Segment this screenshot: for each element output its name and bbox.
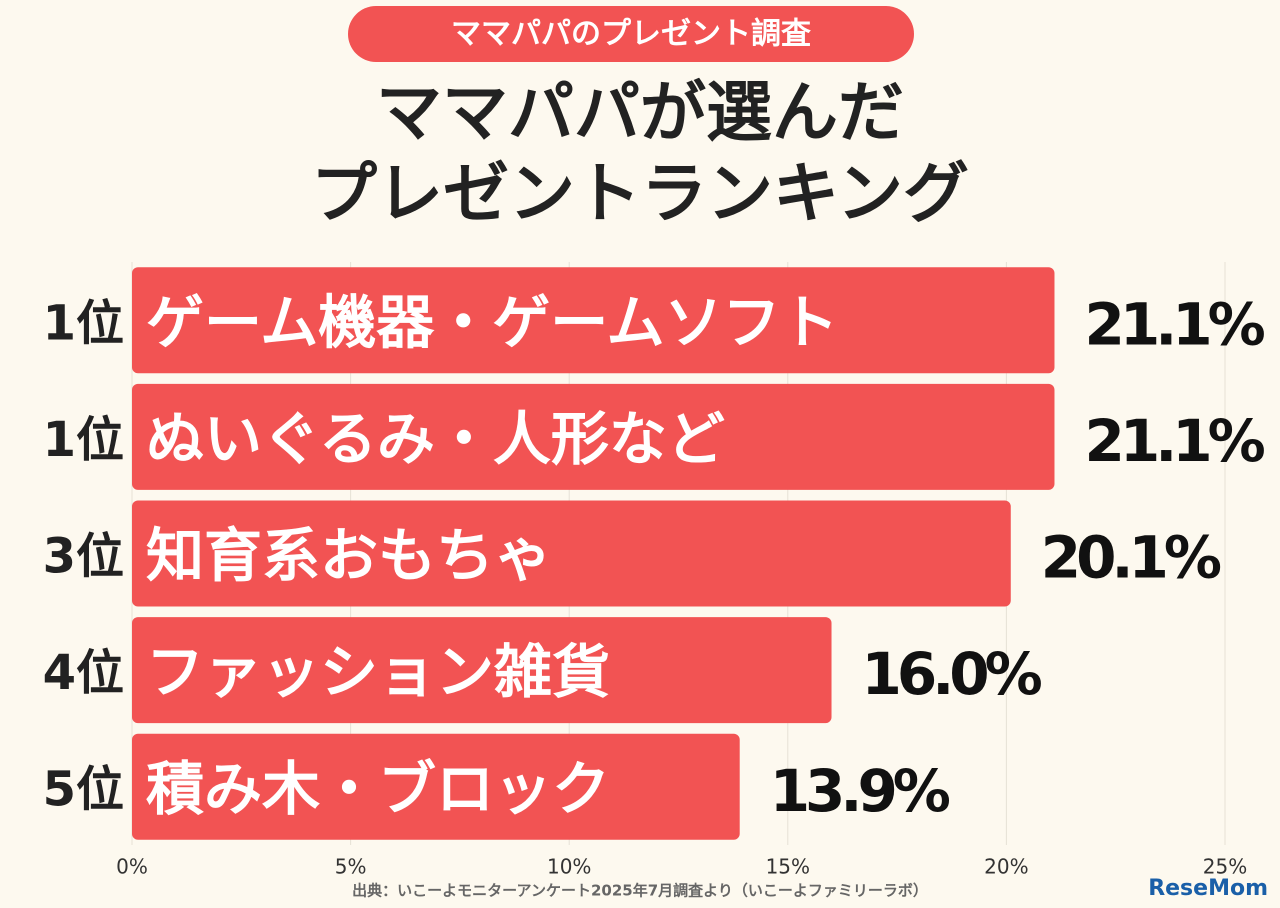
x-tick-label: 15% xyxy=(766,855,810,879)
bar-label: 積み木・ブロック xyxy=(146,755,610,823)
bar xyxy=(132,267,1055,374)
value-label: 20.1% xyxy=(1041,524,1221,592)
bar-label: ファッション雑貨 xyxy=(146,638,610,706)
value-label: 21.1% xyxy=(1084,290,1264,358)
badge xyxy=(348,6,914,62)
rank-label: 1位 xyxy=(43,295,124,351)
bar-label: ぬいぐるみ・人形など xyxy=(146,405,725,473)
rank-label: 4位 xyxy=(43,645,124,701)
badge-text: ママパパのプレゼント調査 xyxy=(451,17,811,52)
chart-title: ママパパが選んだ xyxy=(376,74,904,151)
value-label: 21.1% xyxy=(1084,407,1264,475)
value-label: 16.0% xyxy=(862,640,1042,708)
bar xyxy=(132,500,1011,607)
x-tick-label: 20% xyxy=(984,855,1028,879)
x-tick-label: 5% xyxy=(335,855,367,879)
logo: ReseMom xyxy=(1148,876,1268,901)
rank-label: 5位 xyxy=(43,762,124,818)
chart-title: プレゼントランキング xyxy=(311,155,969,232)
source: 出典：いこーよモニターアンケート2025年7月調査より（いこーよファミリーラボ） xyxy=(352,882,928,900)
bar xyxy=(132,733,740,840)
value-label: 13.9% xyxy=(770,757,950,825)
rank-label: 3位 xyxy=(43,529,124,585)
bar-label: ゲーム機器・ゲームソフト xyxy=(146,288,839,356)
bar xyxy=(132,617,832,724)
bar xyxy=(132,383,1055,490)
x-tick-label: 0% xyxy=(116,855,148,879)
rank-label: 1位 xyxy=(43,412,124,468)
bar-label: 知育系おもちゃ xyxy=(146,522,552,590)
bars: 1位 ゲーム機器・ゲームソフト 21.1% 1位 ぬいぐるみ・人形など 21.1% 3位 知育… xyxy=(43,267,1270,840)
x-tick-label: 10% xyxy=(547,855,591,879)
x-tick-label: 25% xyxy=(1203,855,1247,879)
